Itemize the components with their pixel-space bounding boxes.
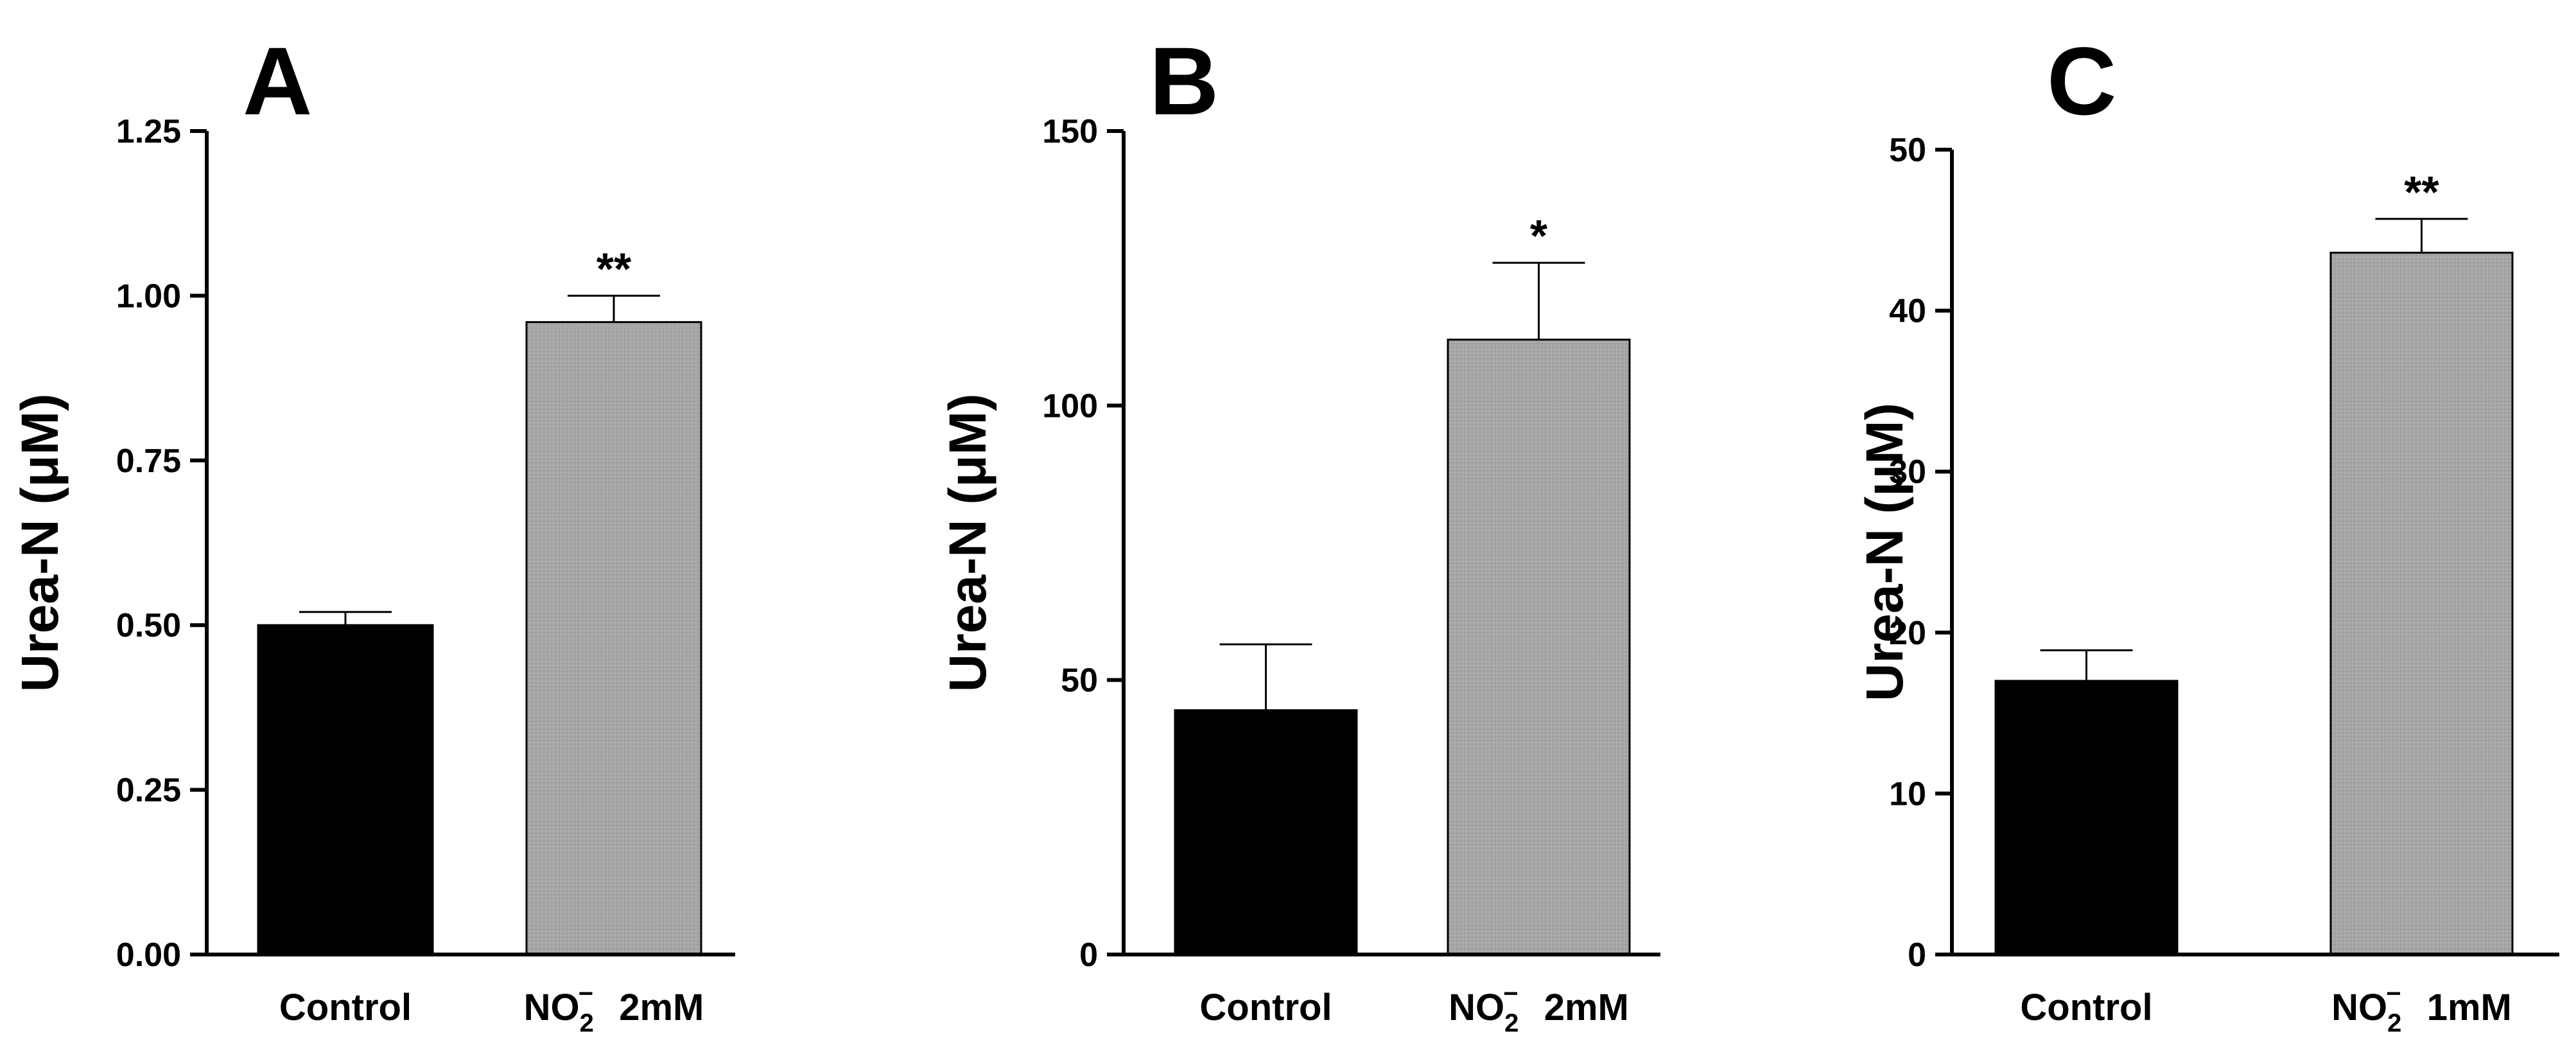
bar-1: [1994, 680, 2179, 956]
y-axis-title: Urea-N (μM): [11, 394, 69, 692]
y-tick-label: 0.25: [116, 772, 181, 809]
y-tick-label: 20: [1889, 615, 1926, 652]
panel-b: B Urea-N (μM) Control * NO2− 2mM 0 50 100 150: [939, 27, 1660, 1037]
panel-letter: B: [1149, 27, 1219, 135]
panel-a: A Urea-N (μM) Control ** NO2− 2mM 0.00 0.25 0.50…: [11, 27, 735, 1037]
y-axis-title: Urea-N (μM): [1856, 403, 1914, 701]
y-tick-label: 30: [1889, 453, 1926, 491]
y-tick-label: 0.75: [116, 443, 181, 480]
panel-letter: A: [243, 27, 312, 135]
bar-2: [2329, 251, 2514, 956]
x-tick-label: NO2− 2mM: [1449, 980, 1629, 1037]
significance-label: *: [1530, 211, 1548, 261]
bar-1: [1174, 709, 1358, 956]
x-tick-label: Control: [279, 987, 412, 1028]
panel-letter: C: [2047, 27, 2116, 135]
y-tick-label: 0: [1908, 937, 1926, 974]
x-tick-label: Control: [1199, 987, 1332, 1028]
y-tick-label: 40: [1889, 293, 1926, 330]
significance-label: **: [596, 243, 632, 294]
y-axis-title: Urea-N (μM): [939, 394, 997, 692]
y-tick-label: 0: [1079, 937, 1098, 974]
x-tick-label: NO2− 1mM: [2331, 980, 2512, 1037]
x-tick-label: Control: [2020, 987, 2152, 1028]
bar-1: [257, 624, 434, 956]
y-tick-label: 1.25: [116, 113, 181, 150]
bar-2: [1447, 339, 1631, 956]
y-tick-label: 10: [1889, 775, 1926, 813]
panel-c: C Urea-N (μM) Control ** NO2− 1mM 0 10 20 30 40 50: [1856, 27, 2559, 1037]
y-tick-label: 50: [1061, 662, 1098, 700]
x-tick-label: NO2− 2mM: [524, 980, 704, 1037]
y-tick-label: 0.00: [116, 937, 181, 974]
y-tick-label: 0.50: [116, 607, 181, 644]
y-tick-label: 150: [1042, 113, 1098, 150]
y-tick-label: 1.00: [116, 277, 181, 315]
bar-2: [525, 321, 702, 956]
significance-label: **: [2404, 167, 2439, 217]
y-tick-label: 100: [1042, 387, 1098, 425]
y-tick-label: 50: [1889, 132, 1926, 169]
